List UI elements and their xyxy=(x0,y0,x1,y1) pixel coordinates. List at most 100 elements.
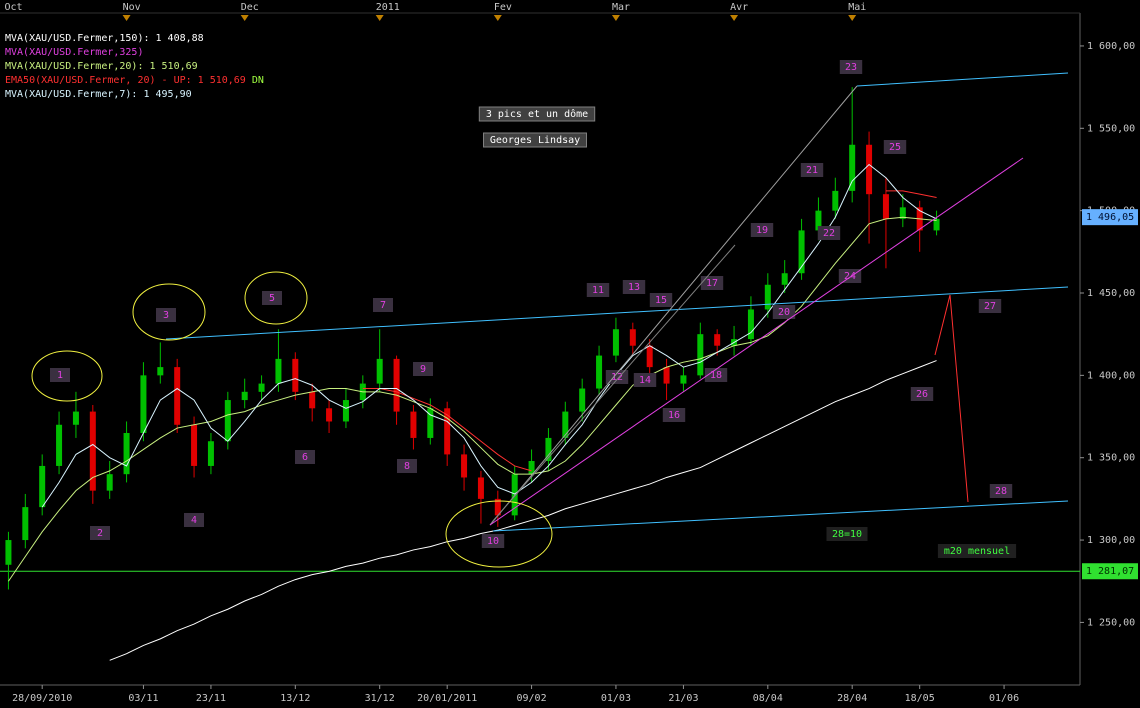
candle-body xyxy=(680,375,687,384)
annotation-box xyxy=(184,513,204,527)
annotation: 8 xyxy=(404,461,410,472)
annotation: 7 xyxy=(380,300,386,311)
annotation-box xyxy=(772,305,796,319)
trendline xyxy=(165,286,1069,340)
candle-body xyxy=(562,411,569,438)
x-tick-label: 20/01/2011 xyxy=(417,693,477,704)
legend-text: MVA(XAU/USD.Fermer,7): 1 495,90 xyxy=(5,89,192,100)
x-tick-label: 08/04 xyxy=(753,693,783,704)
annotation: 4 xyxy=(191,515,197,526)
candle-body xyxy=(56,424,63,466)
x-tick-label: 09/02 xyxy=(517,693,547,704)
annotation-box xyxy=(883,140,907,154)
annotation: 26 xyxy=(916,389,928,400)
candle-body xyxy=(849,144,856,191)
price-label: 1 496,05 xyxy=(1086,212,1134,223)
month-marker xyxy=(730,15,739,21)
trendline xyxy=(489,85,858,526)
annotation-box xyxy=(978,299,1002,313)
candle-body xyxy=(224,400,231,442)
x-tick-label: 28/04 xyxy=(837,693,867,704)
annotation-box xyxy=(662,408,686,422)
y-tick-label: 1 400,00 xyxy=(1087,370,1135,381)
candle-body xyxy=(72,411,79,425)
annotation: 28=10 xyxy=(832,529,862,540)
x-tick-label: 18/05 xyxy=(905,693,935,704)
annotation: 1 xyxy=(57,370,63,381)
x-tick-label: 03/11 xyxy=(128,693,158,704)
ma-line xyxy=(109,360,937,661)
annotation-box xyxy=(586,283,610,297)
annotation-box xyxy=(397,459,417,473)
y-tick-label: 1 300,00 xyxy=(1087,535,1135,546)
annotation-box xyxy=(622,280,646,294)
x-tick-label: 13/12 xyxy=(280,693,310,704)
annotation: 22 xyxy=(823,228,835,239)
candle-body xyxy=(866,144,873,195)
candle-body xyxy=(764,284,771,310)
candle-body xyxy=(410,411,417,438)
annotation: 21 xyxy=(806,165,818,176)
annotation: 3 xyxy=(163,310,169,321)
legend-entry: MVA(XAU/USD.Fermer,20): 1 510,69 xyxy=(5,61,198,72)
y-tick-label: 1 250,00 xyxy=(1087,617,1135,628)
annotation-box xyxy=(483,132,587,148)
projection xyxy=(934,294,969,503)
legend-entry: MVA(XAU/USD.Fermer,325) xyxy=(5,47,143,58)
y-tick-label: 1 450,00 xyxy=(1087,288,1135,299)
candle-body xyxy=(697,334,704,376)
candle-body xyxy=(494,498,501,516)
x-tick-label: 01/06 xyxy=(989,693,1019,704)
y-tick-label: 1 550,00 xyxy=(1087,123,1135,134)
ma-line xyxy=(8,216,937,582)
candle-body xyxy=(123,433,130,475)
x-tick-label: 31/12 xyxy=(365,693,395,704)
annotation-box xyxy=(262,291,282,305)
month-marker xyxy=(240,15,249,21)
annotation-box xyxy=(373,298,393,312)
top-tick-label: Nov xyxy=(123,2,141,13)
annotation: 2 xyxy=(97,528,103,539)
annotation: 15 xyxy=(655,295,667,306)
annotation: 24 xyxy=(844,271,856,282)
candle-body xyxy=(545,437,552,461)
candle-body xyxy=(191,424,198,466)
month-marker xyxy=(375,15,384,21)
x-tick-label: 23/11 xyxy=(196,693,226,704)
candle-body xyxy=(477,477,484,499)
month-marker xyxy=(611,15,620,21)
annotation: 18 xyxy=(710,370,722,381)
annotation-box xyxy=(478,106,596,122)
annotation-box xyxy=(989,484,1013,498)
candle-body xyxy=(781,273,788,285)
candle-body xyxy=(39,465,46,508)
annotation-box xyxy=(156,308,176,322)
top-tick-label: Dec xyxy=(241,2,259,13)
top-tick-label: Fev xyxy=(494,2,512,13)
annotation: 12 xyxy=(611,372,623,383)
candle-body xyxy=(309,391,316,409)
month-marker xyxy=(122,15,131,21)
circle-mark xyxy=(445,500,553,568)
annotation: 23 xyxy=(845,62,857,73)
trendline xyxy=(489,157,1024,526)
annotation: 25 xyxy=(889,142,901,153)
candle-body xyxy=(393,358,400,412)
annotation-box xyxy=(838,269,862,283)
annotation-box xyxy=(295,450,315,464)
month-marker xyxy=(848,15,857,21)
top-tick-label: 2011 xyxy=(376,2,400,13)
annotation: 3 pics et un dôme xyxy=(486,108,588,120)
candle-body xyxy=(663,367,670,384)
annotation: 10 xyxy=(487,536,499,547)
top-tick-label: Oct xyxy=(4,2,22,13)
annotation: 13 xyxy=(628,282,640,293)
legend-text: EMA50(XAU/USD.Fermer, 20) - UP: 1 510,69 xyxy=(5,75,246,86)
price-label: 1 281,07 xyxy=(1086,566,1134,577)
candle-body xyxy=(528,461,535,475)
legend-text: MVA(XAU/USD.Fermer,325) xyxy=(5,47,143,58)
legend-suffix: DN xyxy=(252,75,264,86)
